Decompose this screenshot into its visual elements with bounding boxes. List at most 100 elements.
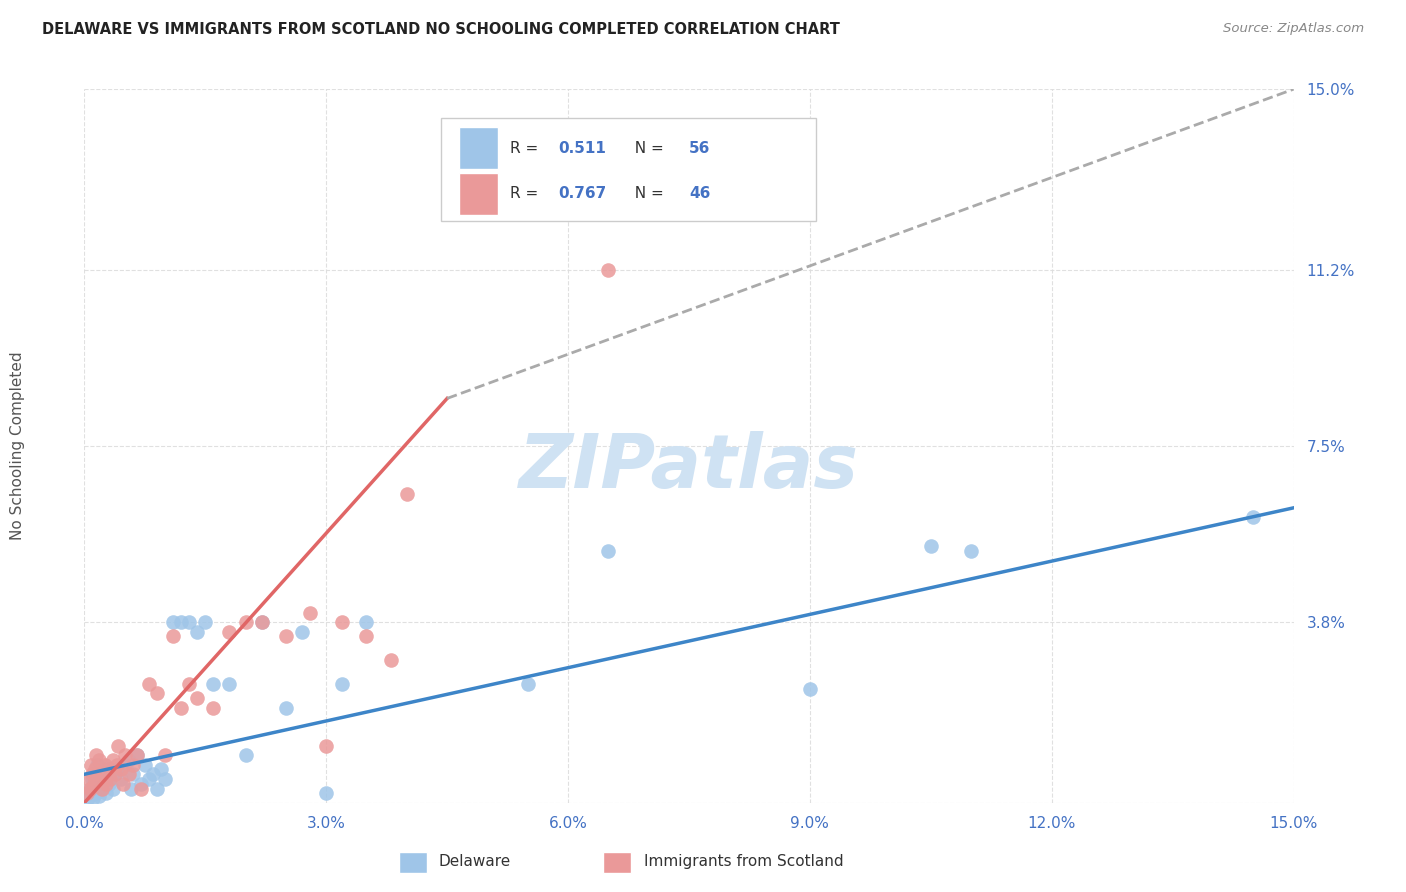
Point xyxy=(89,784,111,798)
FancyBboxPatch shape xyxy=(441,118,815,221)
Point xyxy=(315,786,337,800)
Text: 46: 46 xyxy=(689,186,710,201)
Point xyxy=(83,767,105,781)
Point xyxy=(80,786,103,800)
Point xyxy=(799,681,821,696)
Point xyxy=(79,781,101,796)
Point xyxy=(114,757,136,772)
Point xyxy=(110,763,132,777)
Point xyxy=(98,772,121,786)
Point xyxy=(93,763,115,777)
Text: Immigrants from Scotland: Immigrants from Scotland xyxy=(644,855,844,869)
Point xyxy=(94,786,117,800)
Point xyxy=(516,677,538,691)
Point xyxy=(80,757,103,772)
Point xyxy=(356,615,378,629)
Point xyxy=(101,753,124,767)
Point xyxy=(125,748,148,763)
Point xyxy=(82,791,104,805)
Text: R =: R = xyxy=(510,186,543,201)
Point xyxy=(104,767,127,781)
Point xyxy=(186,691,208,706)
Point xyxy=(107,739,129,753)
Point xyxy=(299,606,322,620)
Point xyxy=(153,748,176,763)
Text: R =: R = xyxy=(510,141,543,156)
Text: Delaware: Delaware xyxy=(439,855,510,869)
Text: 0.511: 0.511 xyxy=(558,141,606,156)
Point xyxy=(202,700,225,714)
Point xyxy=(121,767,143,781)
Point xyxy=(112,777,135,791)
Point xyxy=(82,767,104,781)
Point xyxy=(598,263,620,277)
Point xyxy=(186,624,208,639)
Point xyxy=(101,781,124,796)
Point xyxy=(98,772,121,786)
Point xyxy=(125,748,148,763)
Text: DELAWARE VS IMMIGRANTS FROM SCOTLAND NO SCHOOLING COMPLETED CORRELATION CHART: DELAWARE VS IMMIGRANTS FROM SCOTLAND NO … xyxy=(42,22,839,37)
Point xyxy=(235,748,257,763)
Text: Source: ZipAtlas.com: Source: ZipAtlas.com xyxy=(1223,22,1364,36)
Point xyxy=(138,772,160,786)
Point xyxy=(235,615,257,629)
Point xyxy=(118,767,141,781)
Point xyxy=(149,763,172,777)
Point xyxy=(96,770,118,784)
Point xyxy=(134,757,156,772)
Point xyxy=(1241,510,1264,524)
Point xyxy=(91,781,114,796)
Text: ZIPatlas: ZIPatlas xyxy=(519,431,859,504)
Point xyxy=(274,629,297,643)
Point xyxy=(87,753,110,767)
Point xyxy=(91,774,114,789)
Point xyxy=(179,677,201,691)
Point xyxy=(83,763,105,777)
Point xyxy=(162,615,184,629)
Point xyxy=(93,757,115,772)
Point xyxy=(97,777,120,791)
Text: 56: 56 xyxy=(689,141,710,156)
Point xyxy=(83,777,105,791)
Point xyxy=(87,772,110,786)
Point xyxy=(83,777,105,791)
Point xyxy=(97,763,120,777)
Point xyxy=(598,543,620,558)
Point xyxy=(105,763,128,777)
Point xyxy=(76,786,98,800)
Point xyxy=(153,772,176,786)
Point xyxy=(84,786,107,800)
Point xyxy=(960,543,983,558)
Point xyxy=(94,777,117,791)
Point xyxy=(315,739,337,753)
Text: 0.767: 0.767 xyxy=(558,186,606,201)
Point xyxy=(77,772,100,786)
Point xyxy=(218,677,240,691)
Point xyxy=(170,700,193,714)
Point xyxy=(330,677,353,691)
Point xyxy=(77,791,100,805)
Point xyxy=(104,767,127,781)
Point xyxy=(146,686,169,700)
Point xyxy=(91,767,114,781)
Point xyxy=(146,781,169,796)
Point xyxy=(114,748,136,763)
Point xyxy=(89,767,111,781)
Point xyxy=(142,767,165,781)
Point xyxy=(129,777,152,791)
Point xyxy=(82,772,104,786)
Point xyxy=(194,615,217,629)
Point xyxy=(162,629,184,643)
Point xyxy=(179,615,201,629)
Point xyxy=(129,781,152,796)
Point xyxy=(86,748,108,763)
Point xyxy=(395,486,418,500)
Point xyxy=(118,753,141,767)
Text: No Schooling Completed: No Schooling Completed xyxy=(10,351,25,541)
Text: N =: N = xyxy=(624,141,668,156)
Point xyxy=(920,539,942,553)
Point xyxy=(87,789,110,803)
Point xyxy=(356,629,378,643)
FancyBboxPatch shape xyxy=(460,128,498,169)
Point xyxy=(105,757,128,772)
